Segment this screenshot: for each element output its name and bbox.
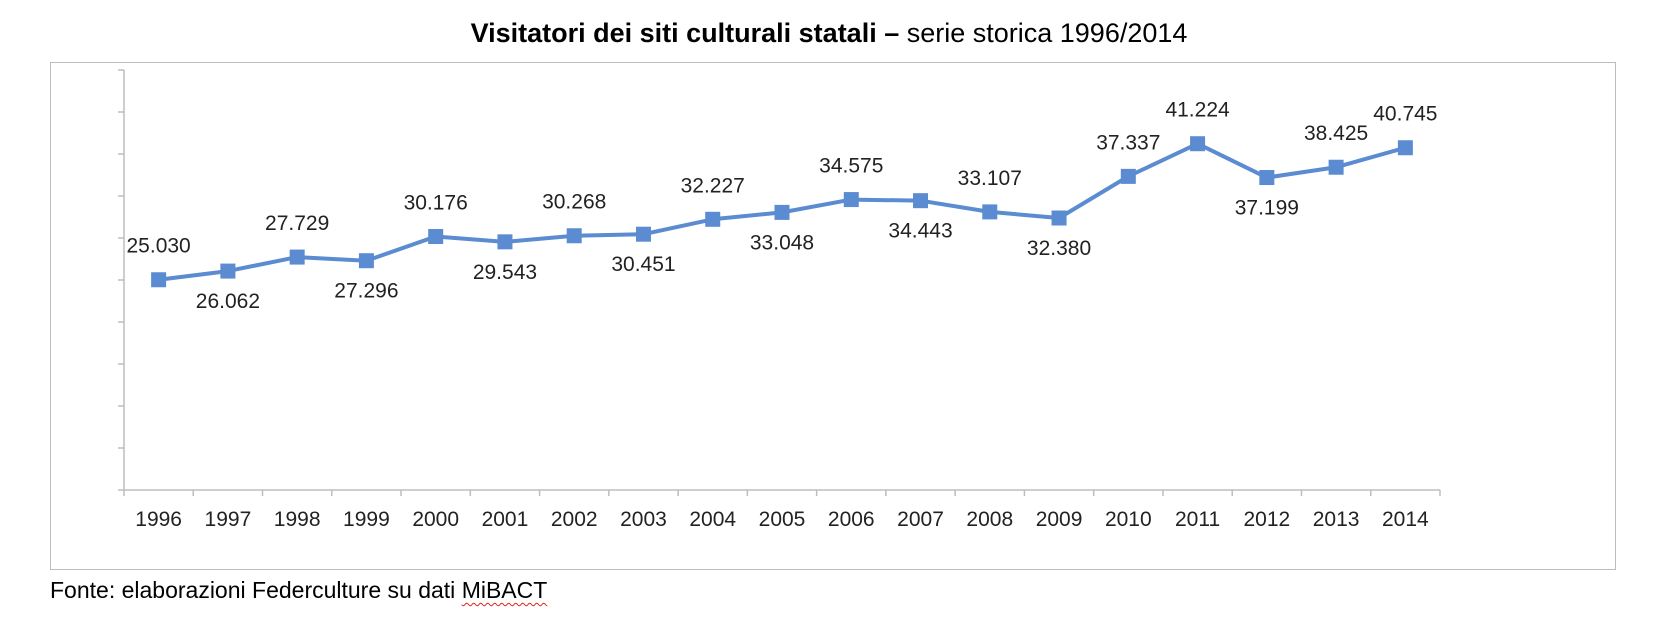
data-point-1997 xyxy=(220,263,236,279)
data-point-2014 xyxy=(1397,140,1413,156)
data-label-2003: 30.451 xyxy=(611,253,675,276)
data-point-2011 xyxy=(1190,136,1206,152)
x-tick-label-2011: 2011 xyxy=(1175,508,1220,531)
data-point-2004 xyxy=(705,211,721,227)
data-label-2011: 41.224 xyxy=(1165,99,1230,122)
x-tick-label-2002: 2002 xyxy=(551,508,598,531)
data-label-2010: 37.337 xyxy=(1096,131,1160,154)
x-tick-label-1998: 1998 xyxy=(274,508,321,531)
x-tick-label-2012: 2012 xyxy=(1243,508,1290,531)
chart-title-regular: serie storica 1996/2014 xyxy=(899,18,1188,48)
x-tick-label-2013: 2013 xyxy=(1313,508,1360,531)
data-label-2001: 29.543 xyxy=(473,261,537,284)
data-point-2006 xyxy=(843,192,859,208)
data-label-2007: 34.443 xyxy=(888,220,952,243)
data-point-2010 xyxy=(1120,168,1136,184)
data-label-2008: 33.107 xyxy=(958,167,1022,190)
x-tick-label-2007: 2007 xyxy=(897,508,944,531)
source-prefix: Fonte: elaborazioni Federculture su dati xyxy=(50,577,462,603)
chart-frame xyxy=(50,62,1616,570)
data-point-1999 xyxy=(358,253,374,269)
data-point-2009 xyxy=(1051,210,1067,226)
data-point-2007 xyxy=(913,193,929,209)
x-tick-label-2010: 2010 xyxy=(1105,508,1152,531)
chart-title: Visitatori dei siti culturali statali – … xyxy=(0,18,1658,49)
x-tick-label-2000: 2000 xyxy=(412,508,459,531)
data-point-2002 xyxy=(566,228,582,244)
data-point-1998 xyxy=(289,249,305,265)
data-label-1997: 26.062 xyxy=(196,290,260,313)
data-point-2001 xyxy=(497,234,513,250)
data-point-1996 xyxy=(151,272,167,288)
data-label-1996: 25.030 xyxy=(127,235,191,258)
data-label-1998: 27.729 xyxy=(265,212,329,235)
x-tick-label-2005: 2005 xyxy=(759,508,806,531)
x-tick-label-2008: 2008 xyxy=(966,508,1013,531)
data-point-2005 xyxy=(774,204,790,220)
x-tick-label-2014: 2014 xyxy=(1382,508,1429,531)
x-tick-label-1996: 1996 xyxy=(135,508,182,531)
x-tick-label-2001: 2001 xyxy=(482,508,529,531)
x-tick-label-1999: 1999 xyxy=(343,508,390,531)
data-label-1999: 27.296 xyxy=(334,280,398,303)
data-label-2006: 34.575 xyxy=(819,155,883,178)
x-tick-label-1997: 1997 xyxy=(205,508,252,531)
data-label-2004: 32.227 xyxy=(681,174,745,197)
data-label-2005: 33.048 xyxy=(750,231,814,254)
x-tick-label-2006: 2006 xyxy=(828,508,875,531)
source-highlight: MiBACT xyxy=(461,577,548,603)
source-note: Fonte: elaborazioni Federculture su dati… xyxy=(50,577,547,604)
data-label-2002: 30.268 xyxy=(542,191,606,214)
data-point-2013 xyxy=(1328,159,1344,175)
x-tick-label-2004: 2004 xyxy=(689,508,736,531)
data-point-2003 xyxy=(635,226,651,242)
chart-title-bold: Visitatori dei siti culturali statali – xyxy=(470,18,900,48)
data-label-2012: 37.199 xyxy=(1235,197,1299,220)
data-label-2000: 30.176 xyxy=(404,192,468,215)
data-point-2008 xyxy=(982,204,998,220)
x-tick-label-2009: 2009 xyxy=(1036,508,1083,531)
data-label-2013: 38.425 xyxy=(1304,122,1368,145)
data-label-2009: 32.380 xyxy=(1027,237,1091,260)
x-tick-label-2003: 2003 xyxy=(620,508,667,531)
data-label-2014: 40.745 xyxy=(1373,103,1437,126)
data-point-2000 xyxy=(428,229,444,245)
data-point-2012 xyxy=(1259,170,1275,186)
